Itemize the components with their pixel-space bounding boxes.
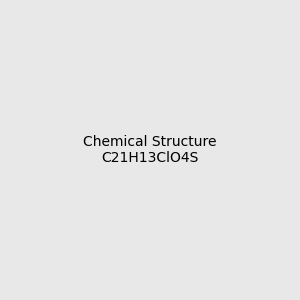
Text: Chemical Structure
C21H13ClO4S: Chemical Structure C21H13ClO4S: [83, 135, 217, 165]
